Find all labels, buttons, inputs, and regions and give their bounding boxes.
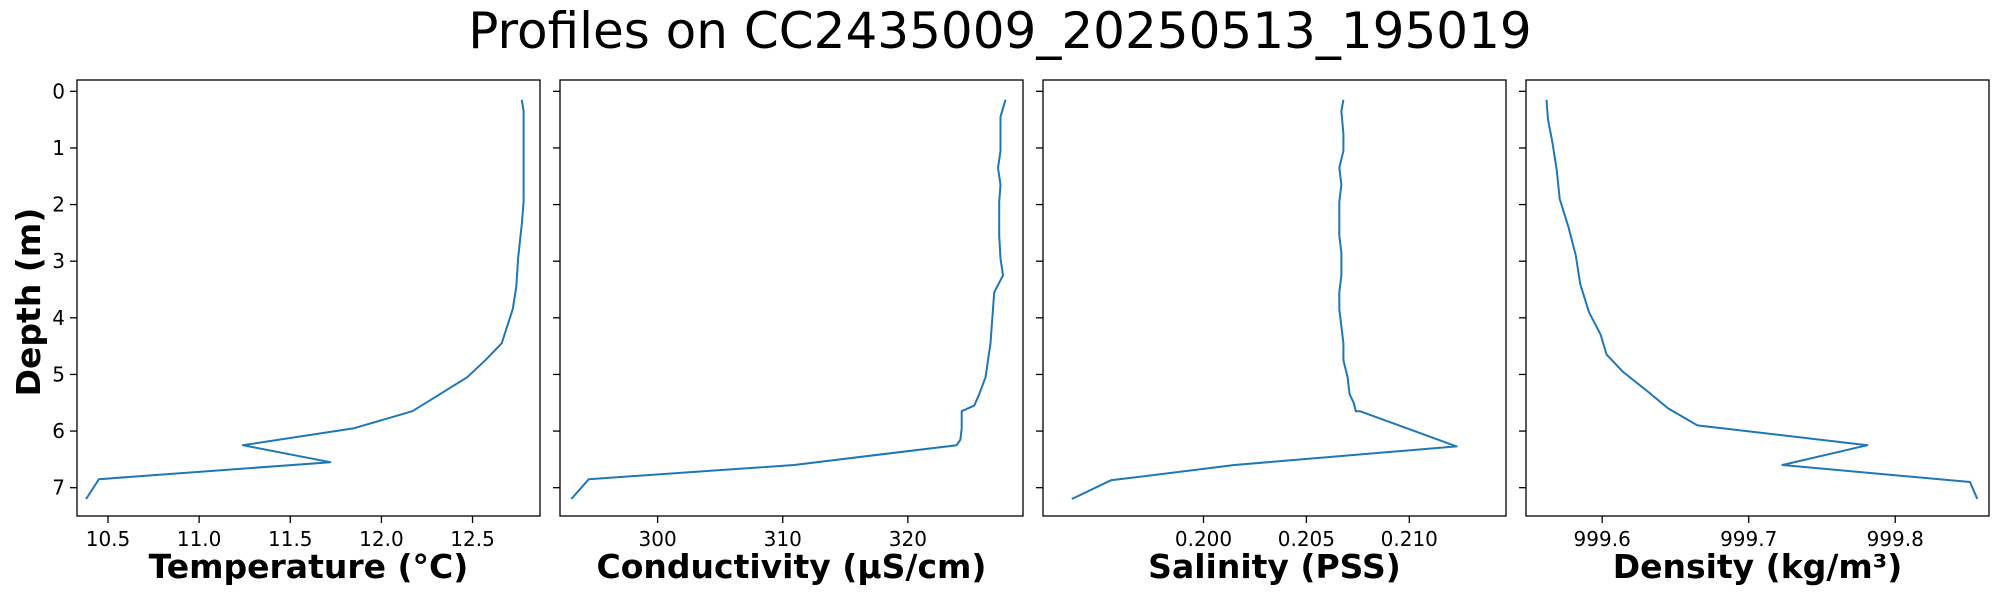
x-tick-label: 320 bbox=[889, 527, 927, 551]
x-tick-label: 999.8 bbox=[1867, 527, 1924, 551]
y-tick-label: 5 bbox=[52, 362, 65, 386]
profile-panels: 0 1 2 3 4 5 6 7 10.5 11.0 11.5 12.0 12.5Temperature … bbox=[52, 79, 1990, 586]
profile-line-2 bbox=[570, 99, 1007, 500]
x-tick-label: 999.7 bbox=[1720, 527, 1777, 551]
profile-line-1 bbox=[85, 99, 525, 500]
x-tick-label: 310 bbox=[764, 527, 802, 551]
axes-frame-1 bbox=[76, 79, 541, 517]
y-tick-label: 0 bbox=[52, 79, 65, 103]
profile-line-3 bbox=[1071, 99, 1458, 500]
y-tick-label: 3 bbox=[52, 249, 65, 273]
x-tick-label: 300 bbox=[639, 527, 677, 551]
y-tick-label: 2 bbox=[52, 193, 65, 217]
x-tick-label: 0.200 bbox=[1175, 527, 1232, 551]
y-tick-label: 7 bbox=[52, 476, 65, 500]
x-axis-label-2: Conductivity (µS/cm) bbox=[597, 547, 987, 586]
x-tick-label: 11.0 bbox=[177, 527, 222, 551]
x-tick-label: 12.0 bbox=[359, 527, 404, 551]
y-tick-label: 1 bbox=[52, 136, 65, 160]
x-tick-label: 999.6 bbox=[1574, 527, 1631, 551]
axes-frame-4 bbox=[1525, 79, 1990, 517]
y-tick-label: 4 bbox=[52, 306, 65, 330]
y-tick-label: 6 bbox=[52, 419, 65, 443]
axes-frame-2 bbox=[559, 79, 1024, 517]
x-tick-label: 10.5 bbox=[86, 527, 131, 551]
figure-title: Profiles on CC2435009_20250513_195019 bbox=[468, 2, 1531, 60]
x-tick-label: 0.210 bbox=[1381, 527, 1438, 551]
axes-frame-3 bbox=[1042, 79, 1507, 517]
x-tick-label: 11.5 bbox=[268, 527, 313, 551]
x-tick-label: 12.5 bbox=[450, 527, 495, 551]
x-axis-label-3: Salinity (PSS) bbox=[1148, 547, 1401, 586]
depth-axis-label: Depth (m) bbox=[9, 208, 48, 397]
x-axis-label-1: Temperature (°C) bbox=[149, 547, 469, 586]
x-tick-label: 0.205 bbox=[1278, 527, 1335, 551]
panel-1: 0 1 2 3 4 5 6 7 10.5 11.0 11.5 12.0 12.5Temperature … bbox=[52, 79, 541, 586]
profile-line-4 bbox=[1545, 99, 1979, 500]
x-axis-label-4: Density (kg/m³) bbox=[1613, 547, 1903, 586]
